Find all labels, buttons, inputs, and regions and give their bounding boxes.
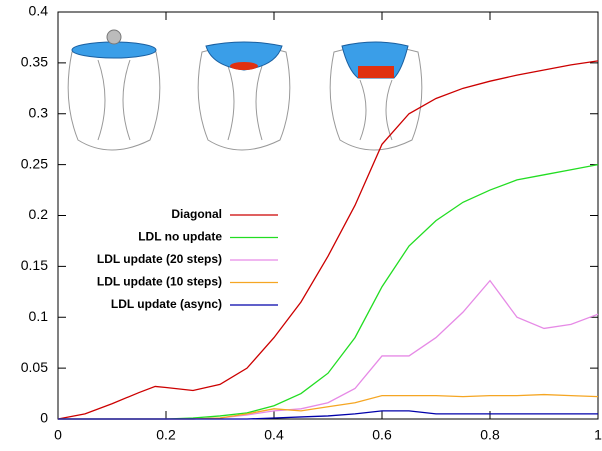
legend-label: LDL no update — [138, 230, 222, 244]
y-tick-label: 0.3 — [29, 104, 49, 120]
y-tick-label: 0.2 — [29, 206, 49, 222]
legend-label: LDL update (async) — [111, 297, 222, 311]
legend-label: LDL update (20 steps) — [97, 252, 222, 266]
x-tick-label: 0.8 — [480, 427, 500, 443]
legend-label: LDL update (10 steps) — [97, 275, 222, 289]
x-tick-label: 0 — [54, 427, 62, 443]
y-tick-label: 0.1 — [29, 308, 49, 324]
x-tick-label: 0.2 — [156, 427, 176, 443]
y-tick-label: 0.05 — [21, 359, 48, 375]
series-line — [58, 410, 598, 420]
x-tick-label: 1 — [594, 427, 602, 443]
torus-1 — [67, 29, 161, 151]
y-tick-label: 0 — [40, 410, 48, 426]
torus-2 — [197, 41, 291, 151]
inset-images — [67, 29, 423, 151]
y-tick-label: 0.4 — [29, 3, 49, 19]
series-line — [58, 163, 599, 420]
x-tick-label: 0.6 — [372, 427, 392, 443]
torus-3 — [329, 41, 423, 151]
y-tick-label: 0.15 — [21, 257, 48, 273]
y-tick-label: 0.25 — [21, 155, 48, 171]
y-tick-label: 0.35 — [21, 54, 48, 70]
plot-frame — [57, 11, 599, 420]
legend-label: Diagonal — [171, 207, 222, 221]
x-tick-label: 0.4 — [264, 427, 284, 443]
series-line — [57, 60, 599, 420]
